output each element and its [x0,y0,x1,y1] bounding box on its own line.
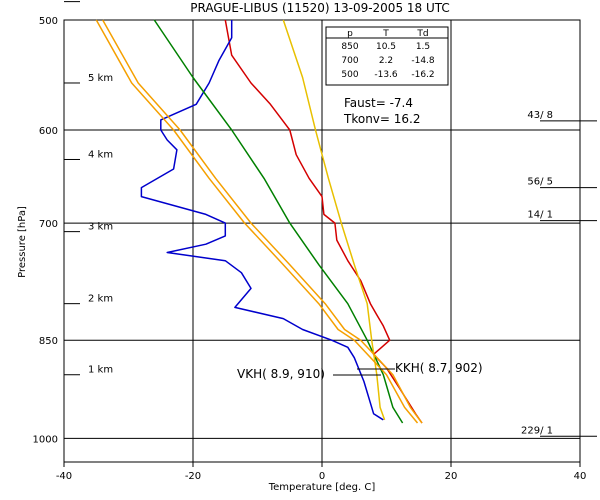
wind-label: 56/ 5 [527,177,553,188]
stats-table-cell: 850 [341,42,358,52]
chart-title: PRAGUE-LIBUS (11520) 13-09-2005 18 UTC [190,1,450,15]
axis-labels: -40 -20 0 20 40 500 600 700 850 1000 [33,16,587,482]
y-tick-label: 850 [39,336,58,347]
height-label: 3 km [88,222,113,233]
stats-table-header: Td [416,29,428,39]
series-line [282,19,386,421]
stats-table-cell: 700 [341,56,358,66]
y-axis-label: Pressure [hPa] [17,206,28,278]
x-tick-label: 40 [574,471,587,482]
height-label: 6 km [88,0,113,3]
wind-label: 43/ 8 [527,110,553,121]
series-line [140,20,384,421]
stats-table-cell: 10.5 [376,42,396,52]
height-label: 4 km [88,149,113,160]
y-tick-label: 600 [39,126,58,137]
stats-table-cell: -16.2 [411,70,434,80]
annotations: VKH( 8.9, 910) KKH( 8.7, 902) [237,361,483,381]
wind-label: 229/ 1 [521,425,553,436]
x-tick-label: -20 [185,471,201,482]
height-label: 1 km [88,365,113,376]
stats-table-header: T [382,29,389,39]
x-tick-label: 20 [445,471,458,482]
y-tick-label: 500 [39,16,58,27]
x-axis-label: Temperature [deg. C] [268,482,376,493]
x-tick-label: -40 [56,471,72,482]
vkh-label: VKH( 8.9, 910) [237,367,325,381]
stats-table-cell: -13.6 [374,70,398,80]
series-line [153,19,404,424]
faust-index: Faust= -7.4 [344,96,413,110]
kkh-label: KKH( 8.7, 902) [395,361,483,375]
grid [64,19,580,462]
series-line [95,19,419,424]
stats-table: p T Td 850 10.5 1.5 700 2.2 -14.8 500 -13.6 -16.2 [325,26,449,86]
y-tick-label: 700 [39,219,58,230]
series-line [102,19,423,424]
x-tick-label: 0 [319,471,325,482]
series-group [95,19,423,424]
wind-label: 14/ 1 [527,210,553,221]
tkonv-index: Tkonv= 16.2 [343,112,421,126]
stats-table-header: p [347,29,353,39]
wind-labels: 43/ 8 56/ 5 14/ 1 229/ 1 [521,110,597,437]
height-label: 2 km [88,294,113,305]
stats-table-cell: -14.8 [411,56,435,66]
stats-table-body: p T Td 850 10.5 1.5 700 2.2 -14.8 500 -13.6 -16.2 [341,29,435,80]
y-tick-label: 1000 [33,434,58,445]
stats-table-cell: 2.2 [379,56,393,66]
height-labels: 6 km 5 km 4 km 3 km 2 km 1 km [64,0,113,376]
height-label: 5 km [88,73,113,84]
stats-table-frame [325,26,449,86]
stats-table-cell: 500 [341,70,358,80]
stats-table-cell: 1.5 [416,42,430,52]
